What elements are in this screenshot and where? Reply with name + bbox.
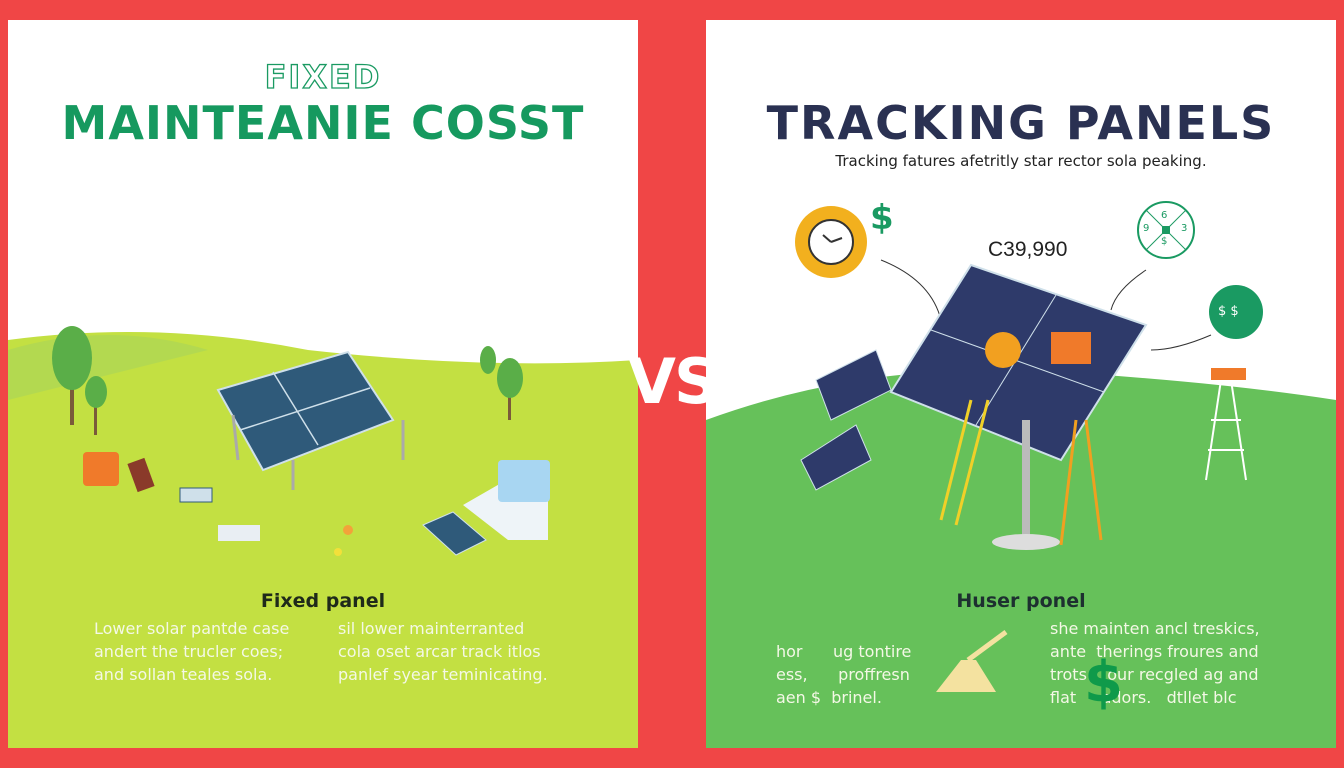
tracking-panel-illustration [706, 201, 1336, 748]
page-title: TRACKING PANELS [766, 96, 1276, 150]
text-line: hor ug tontire [776, 642, 912, 661]
battery-box-icon [463, 460, 550, 540]
compass-label: $ [1161, 236, 1168, 247]
text-line: trots our recgled ag and [1050, 665, 1259, 684]
tracking-panel-card: TRACKING PANELS Tracking fatures afetrit… [706, 20, 1336, 748]
tree-icon [480, 346, 523, 420]
money-bag-icon [936, 629, 1008, 692]
tool-icon [127, 457, 155, 493]
text-line: Lower solar pantde case [94, 619, 290, 638]
text-line: panlef syear teminicating. [338, 665, 548, 684]
text-line: and sollan teales sola. [94, 665, 273, 684]
compass-label: 6 [1161, 210, 1168, 221]
small-panel-icon [179, 487, 213, 503]
badge-text: $ $ [1218, 304, 1239, 319]
ladder-icon [939, 399, 990, 526]
description-column-2: sil lower mainterranted cola oset arcar … [338, 617, 548, 686]
fixed-panel-illustration [8, 326, 638, 748]
description-column-2: she mainten ancl treskics, ante therings… [1050, 617, 1260, 709]
dollar-icon: $ [1084, 650, 1123, 715]
page-title: MAINTEANIE COSST [61, 96, 585, 150]
section-title: Fixed panel [260, 590, 386, 612]
tower-icon [1205, 368, 1247, 481]
text-line: sil lower mainterranted [338, 619, 525, 638]
text-line: ante therings froures and [1050, 642, 1259, 661]
small-solar-panel-icon [422, 511, 487, 556]
text-line: ess, proffresn [776, 665, 910, 684]
compass-icon [1137, 201, 1195, 259]
clock-gear-icon [795, 206, 867, 278]
fixed-label: FIXED [264, 57, 382, 96]
subtitle: Tracking fatures afetritly star rector s… [835, 152, 1207, 170]
description-column-1: hor ug tontire ess, proffresn aen $ brin… [776, 640, 911, 709]
description-column-1: Lower solar pantde case andert the trucl… [94, 617, 289, 686]
vs-label: VS [628, 345, 719, 418]
tracking-solar-panel-icon [889, 263, 1148, 550]
fixed-panel-card: FIXED MAINTEANIE COSST Fixed panel Lower… [8, 20, 638, 748]
solar-panel-array-icon [216, 350, 405, 490]
tree-icon [85, 376, 107, 435]
toolbox-icon [83, 452, 119, 486]
price-label: C39,990 [988, 238, 1068, 261]
tree-icon [52, 326, 92, 425]
money-badge-icon [1209, 285, 1263, 339]
compass-label: 9 [1143, 223, 1150, 234]
section-title: Huser ponel [956, 590, 1086, 612]
text-line: andert the trucler coes; [94, 642, 284, 661]
text-line: she mainten ancl treskics, [1050, 619, 1260, 638]
text-line: cola oset arcar track itlos [338, 642, 541, 661]
small-panel-icon [800, 349, 892, 491]
text-line: flat adors. dtllet blc [1050, 688, 1237, 707]
document-icon [218, 525, 260, 541]
compass-label: 3 [1181, 223, 1188, 234]
dollar-icon: $ [870, 198, 894, 238]
ladder-icon [1059, 419, 1103, 546]
text-line: aen $ brinel. [776, 688, 882, 707]
